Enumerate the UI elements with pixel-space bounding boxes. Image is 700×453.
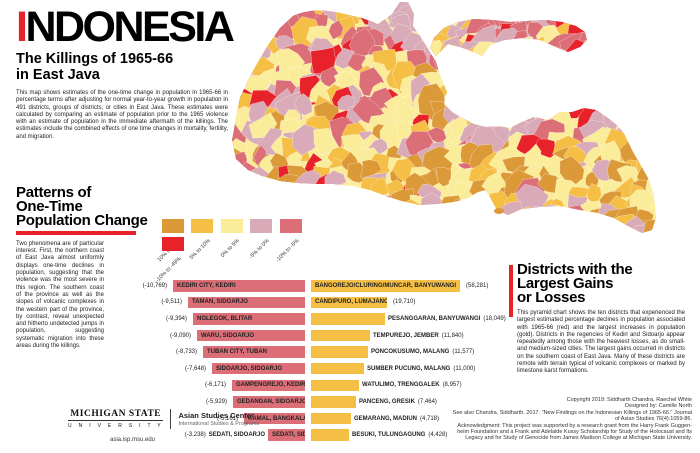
- msu-logo: MICHIGAN STATE U N I V E R S I T Y Asian…: [68, 409, 260, 429]
- districts-paragraph: This pyramid chart shows the ten distric…: [517, 310, 685, 375]
- gain-bar: CANDIPURO, LUMAJANG: [311, 296, 387, 309]
- pyramid-row: (-10,769) KEDIRI CITY, KEDIRI BANGOREJO/C…: [0, 279, 700, 296]
- red-accent-bar: [509, 265, 513, 317]
- districts-heading: Districts with the Largest Gains or Loss…: [517, 261, 633, 306]
- gain-bar: [311, 362, 364, 375]
- legend-swatch: [279, 219, 302, 233]
- loss-bar: TAMAN, SIDOARJO: [188, 296, 305, 309]
- legend-item: 5% to 10%: [189, 219, 214, 261]
- loss-bar: KAMAL, BANGKALAN: [244, 412, 305, 425]
- legend-item: 10% to 49%: [157, 219, 184, 263]
- loss-bar: SIDOARJO, SIDOARJO: [212, 362, 305, 375]
- legend-item: -10% to -5%: [274, 219, 302, 264]
- gain-bar: [311, 346, 368, 358]
- patterns-section: Patterns of One-Time Population Change T…: [16, 184, 151, 356]
- title-block: INDONESIA The Killings of 1965-66 in Eas…: [16, 6, 236, 147]
- legend-swatch: [162, 237, 184, 251]
- map-legend: 10% to 49% 5% to 10% 0% to 5% -5% to 0% …: [154, 219, 332, 284]
- page-title: INDONESIA: [16, 3, 235, 51]
- pyramid-row: (-5,161)KAMAL, BANGKALAN GEMARANG, MADIU…: [0, 412, 700, 429]
- gain-bar: [311, 313, 385, 325]
- loss-bar: KEDIRI CITY, KEDIRI: [173, 280, 305, 292]
- districts-section: Districts with the Largest Gains or Loss…: [509, 261, 685, 382]
- legend-swatch: [220, 219, 243, 233]
- msu-wordmark: MICHIGAN STATE U N I V E R S I T Y: [68, 409, 172, 429]
- pyramid-row: (-9,511) TAMAN, SIDOARJO CANDIPURO, LUMAJ…: [0, 296, 700, 313]
- gain-bar: BANGOREJO/CLURING/MUNCAR, BANYUWANGI: [311, 280, 460, 292]
- legend-item: -5% to 0%: [248, 219, 273, 260]
- pyramid-chart: (-10,769) KEDIRI CITY, KEDIRI BANGOREJO/C…: [0, 279, 700, 447]
- subtitle: The Killings of 1965-66 in East Java: [16, 51, 174, 83]
- loss-bar: NGLEGOK, BLITAR: [193, 313, 305, 325]
- intro-paragraph: This map shows estimates of the one-time…: [16, 90, 228, 140]
- loss-bar: WARU, SIDOARJO: [197, 329, 305, 342]
- gain-bar: [311, 329, 370, 342]
- legend-swatch: [191, 219, 214, 233]
- loss-bar: GEDANGAN, SIDOARJO: [233, 396, 305, 408]
- loss-bar: GAMPENGREJO, KEDIRI: [232, 379, 305, 392]
- patterns-paragraph: Two phenomena are of particular interest…: [16, 240, 104, 350]
- red-rule: [16, 231, 136, 235]
- website-url: asia.isp.msu.edu: [110, 437, 156, 443]
- pyramid-row: (-9,090) WARU, SIDOARJO TEMPUREJO, JEMBER…: [0, 329, 700, 346]
- legend-item: -10% to -49%: [154, 237, 184, 284]
- pyramid-row: (-8,733) TUBAN CITY, TUBAN PONCOKUSUMO, M…: [0, 345, 700, 362]
- legend-swatch: [162, 219, 184, 233]
- gain-bar: [311, 396, 356, 408]
- pyramid-row: (-7,648) SIDOARJO, SIDOARJO SUMBER PUCUNG…: [0, 362, 700, 379]
- gain-bar: [311, 412, 351, 425]
- loss-bar: SEDATI, SIDOARJO: [268, 429, 305, 441]
- pyramid-row: (-6,171) GAMPENGREJO, KEDIRI WATULIMO, TR…: [0, 379, 700, 396]
- small-island: [494, 208, 504, 214]
- pyramid-row: (-9,394) NGLEGOK, BLITAR PESANGGARAN, BAN…: [0, 312, 700, 329]
- loss-bar: TUBAN CITY, TUBAN: [203, 346, 305, 358]
- gain-bar: [311, 429, 349, 441]
- credits-block: Copyright 2019: Siddharth Chandra, Raech…: [452, 397, 692, 442]
- pyramid-row: (-5,929) GEDANGAN, SIDOARJO PANCENG, GRES…: [0, 395, 700, 412]
- gain-bar: [311, 379, 359, 392]
- patterns-heading: Patterns of One-Time Population Change: [16, 184, 148, 229]
- legend-item: 0% to 5%: [220, 219, 243, 259]
- title-accent-letter: I: [16, 3, 28, 51]
- legend-swatch: [250, 219, 273, 233]
